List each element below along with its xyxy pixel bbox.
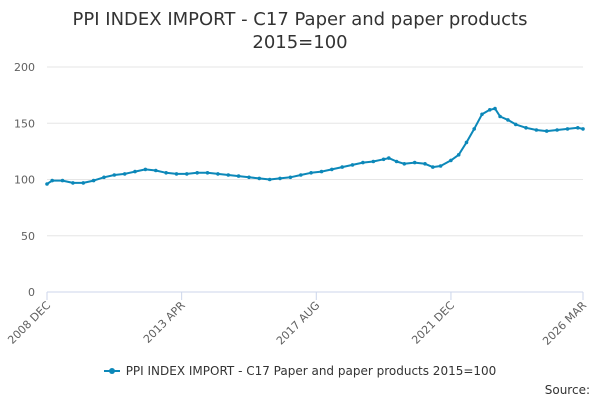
x-axis: 2008 DEC 2013 APR 2017 AUG 2021 DEC 2026 MAR: [5, 291, 589, 348]
data-point: [472, 127, 477, 131]
data-point: [506, 118, 510, 122]
y-tick-label: 50: [21, 230, 35, 243]
data-point: [381, 157, 386, 162]
data-point: [267, 177, 272, 182]
data-point: [449, 158, 453, 163]
data-point: [371, 159, 376, 164]
data-point: [185, 172, 189, 176]
data-point: [112, 173, 117, 177]
source-label: Source:: [544, 383, 590, 397]
data-point: [493, 106, 497, 111]
data-point: [45, 182, 49, 186]
data-point: [576, 126, 580, 130]
x-tick-label: 2026 MAR: [540, 299, 589, 348]
y-axis: 0 50 100 150 200: [14, 61, 35, 299]
data-point: [423, 162, 427, 166]
x-tick-label: 2013 APR: [141, 299, 188, 346]
data-point: [288, 175, 293, 180]
data-point: [195, 171, 199, 175]
data-point: [60, 178, 65, 183]
chart-title-line-1: PPI INDEX IMPORT - C17 Paper and paper p…: [72, 9, 528, 30]
data-point: [480, 112, 484, 117]
legend-series-label: PPI INDEX IMPORT - C17 Paper and paper p…: [125, 364, 497, 378]
chart-title: PPI INDEX IMPORT - C17 Paper and paper p…: [0, 8, 600, 54]
legend-series-marker: [103, 366, 120, 376]
x-tick-label: 2017 AUG: [274, 299, 323, 348]
chart-title-line-2: 2015=100: [252, 32, 348, 53]
x-tick-label: 2021 DEC: [409, 299, 457, 347]
data-point: [143, 167, 148, 172]
data-point: [402, 162, 407, 166]
y-tick-label: 200: [14, 61, 35, 74]
data-point: [555, 128, 559, 132]
data-point: [350, 163, 355, 167]
data-point: [534, 128, 539, 132]
data-point: [257, 176, 262, 181]
data-point: [299, 173, 303, 177]
legend[interactable]: PPI INDEX IMPORT - C17 Paper and paper p…: [0, 364, 600, 378]
data-point: [581, 127, 585, 131]
data-point: [205, 171, 210, 175]
data-point: [319, 169, 324, 174]
data-point: [216, 172, 220, 176]
data-point: [544, 129, 549, 133]
data-point: [91, 178, 96, 183]
data-point: [278, 176, 282, 181]
data-point: [456, 153, 461, 157]
data-point: [154, 168, 158, 173]
data-point: [174, 172, 179, 176]
x-tick-label: 2008 DEC: [5, 299, 53, 347]
data-point: [102, 175, 106, 180]
data-point: [498, 114, 502, 119]
data-point: [81, 181, 86, 185]
data-point: [309, 171, 313, 175]
data-point: [431, 165, 435, 169]
series-layer: [45, 106, 585, 186]
data-point: [236, 174, 241, 178]
series-line: [46, 107, 584, 185]
data-point: [50, 178, 54, 183]
data-point: [247, 175, 251, 180]
data-point: [412, 160, 417, 165]
data-point: [226, 173, 231, 177]
data-point: [122, 172, 127, 176]
data-point: [464, 140, 469, 145]
data-point: [438, 164, 443, 168]
data-point: [361, 160, 365, 165]
y-tick-label: 0: [28, 286, 35, 299]
y-tick-label: 150: [14, 117, 35, 130]
y-tick-label: 100: [14, 174, 35, 187]
data-point: [387, 156, 391, 160]
data-point: [565, 127, 570, 131]
data-point: [394, 159, 399, 164]
data-point: [71, 181, 75, 185]
data-point: [133, 169, 137, 174]
data-point: [488, 108, 492, 112]
data-point: [340, 165, 345, 169]
grid: [47, 66, 583, 237]
data-point: [524, 126, 528, 130]
data-point: [513, 122, 518, 127]
data-point: [164, 171, 168, 175]
data-point: [330, 167, 334, 172]
